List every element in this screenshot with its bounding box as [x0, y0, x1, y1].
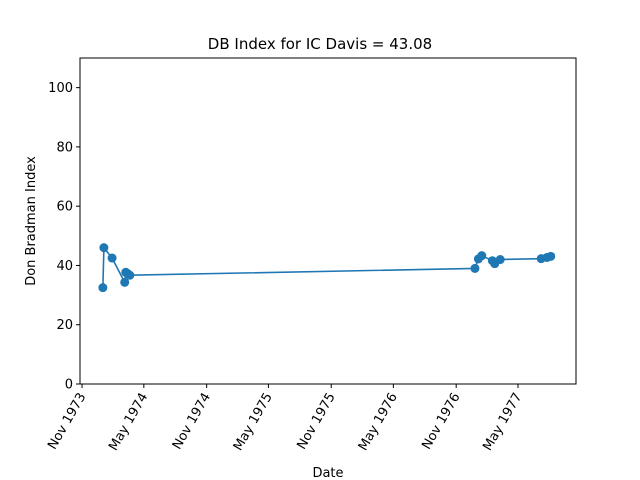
- data-point: [107, 253, 117, 263]
- y-axis-label: Don Bradman Index: [24, 156, 39, 286]
- data-point: [546, 251, 556, 261]
- data-point: [495, 255, 505, 265]
- y-tick-label: 100: [48, 81, 73, 96]
- axes-frame: [79, 57, 577, 385]
- data-point: [99, 243, 109, 253]
- y-tick-label: 40: [56, 259, 73, 274]
- data-point: [98, 283, 108, 293]
- data-point: [125, 270, 135, 280]
- x-axis-label: Date: [312, 466, 343, 480]
- series-line: [102, 246, 551, 288]
- y-tick-label: 60: [56, 200, 73, 215]
- data-point: [120, 277, 130, 287]
- plot-area: [98, 243, 556, 293]
- y-axis: 0 20 40 60 80 100: [48, 81, 80, 393]
- data-point: [470, 263, 480, 273]
- chart-title: DB Index for IC Davis = 43.08: [208, 35, 432, 53]
- data-point: [477, 251, 487, 261]
- y-tick-label: 0: [65, 378, 73, 393]
- y-tick-label: 80: [56, 140, 73, 155]
- y-tick-label: 20: [56, 318, 73, 333]
